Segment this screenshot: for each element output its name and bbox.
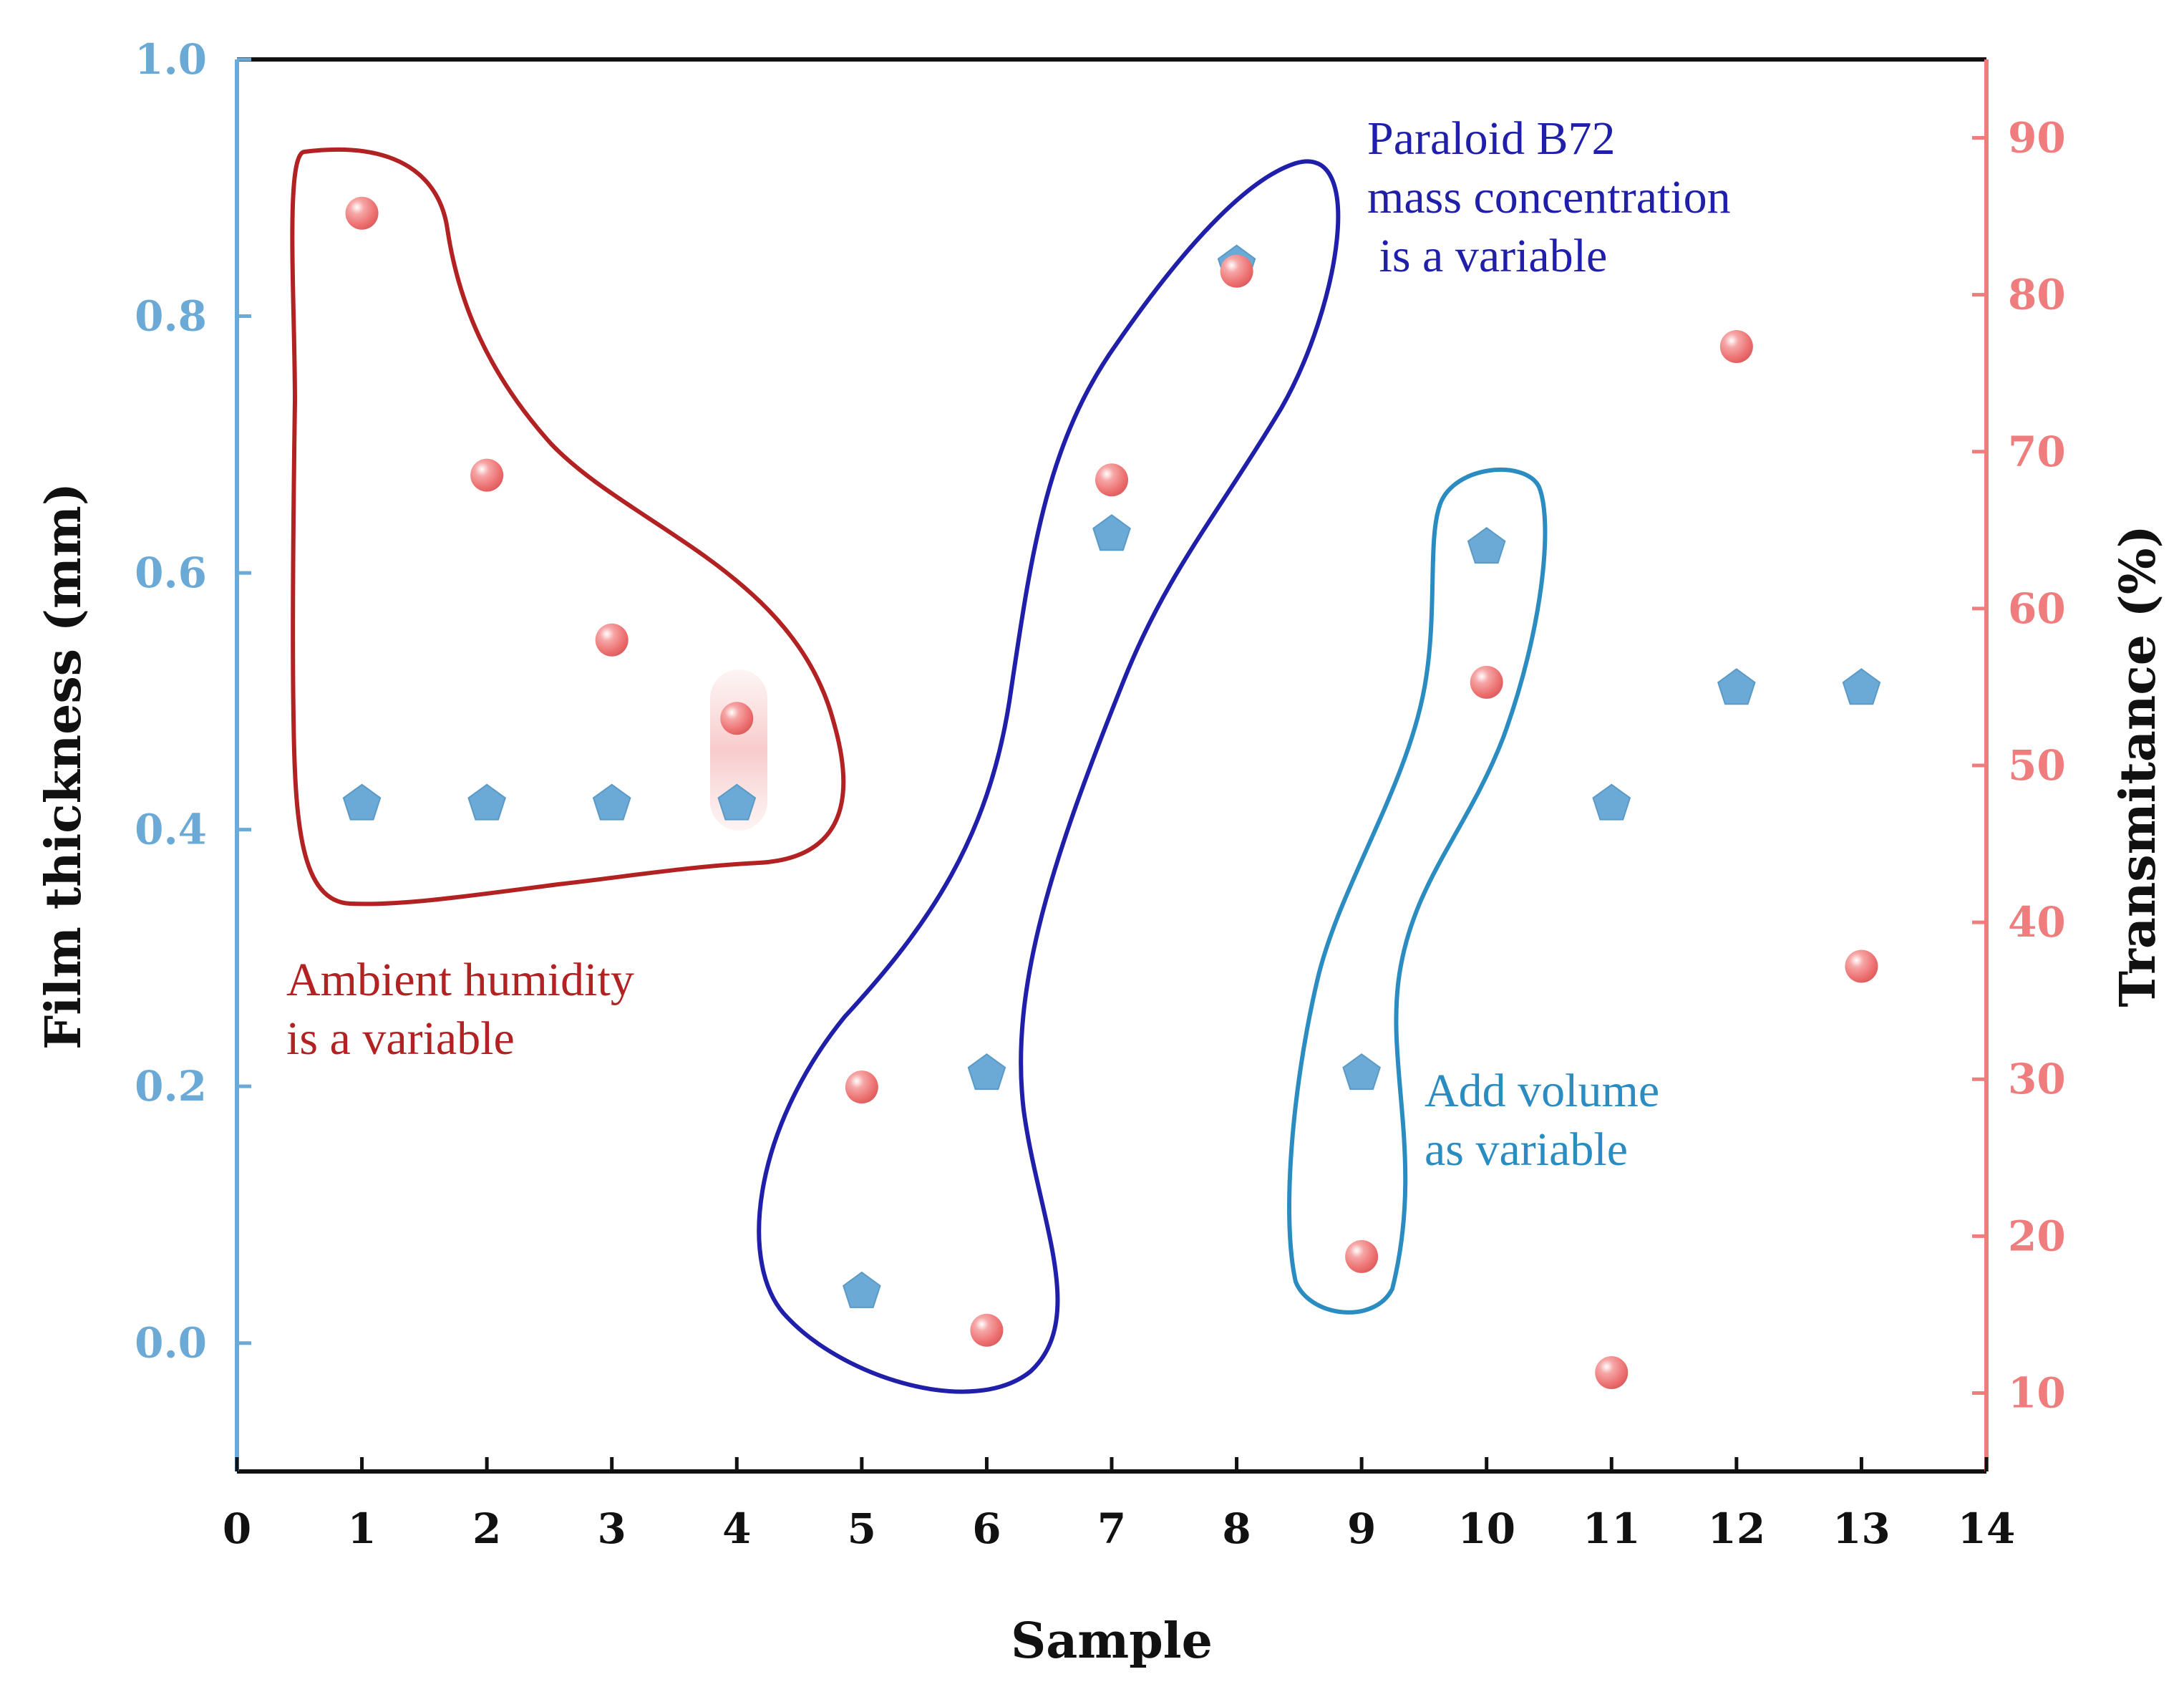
transmitance-point-10 <box>1470 665 1503 699</box>
y-left-tick-label: 0.4 <box>135 806 207 854</box>
annotation-humidity-line-1: Ambient humidity <box>286 954 634 1006</box>
y-right-axis-title: Transmitance (%) <box>2110 525 2167 1007</box>
thickness-point-9 <box>1342 1053 1381 1091</box>
x-tick-label: 10 <box>1457 1504 1515 1553</box>
x-tick-label: 7 <box>1097 1504 1126 1553</box>
x-tick-label: 14 <box>1958 1504 2016 1553</box>
x-tick-label: 11 <box>1583 1504 1641 1553</box>
annotation-paraloid-line-3: is a variable <box>1367 230 1607 282</box>
y-left-tick-label: 1.0 <box>135 35 207 84</box>
annotation-volume: Add volume as variable <box>1425 1065 1671 1176</box>
annotation-paraloid: Paraloid B72 mass concentration is a var… <box>1367 112 1742 282</box>
y-right-tick-label: 80 <box>2008 271 2066 319</box>
y-left-tick-label: 0.8 <box>135 292 207 341</box>
y-right-tick-label: 40 <box>2008 898 2066 947</box>
thickness-point-4 <box>717 783 757 821</box>
transmitance-point-1 <box>345 196 379 230</box>
thickness-point-5 <box>843 1271 881 1308</box>
annotation-humidity: Ambient humidity is a variable <box>286 954 646 1065</box>
y-right-tick-label: 50 <box>2008 741 2066 790</box>
y-right-tick-label: 20 <box>2008 1212 2066 1260</box>
group-humidity-outline <box>290 147 846 906</box>
y-left-tick-label: 0.2 <box>135 1062 207 1111</box>
thickness-point-2 <box>467 783 506 821</box>
thickness-point-1 <box>342 783 382 821</box>
y-left-tick-label: 0.0 <box>135 1319 207 1368</box>
transmitance-point-3 <box>595 623 628 657</box>
x-tick-label: 3 <box>598 1504 626 1553</box>
x-tick-label: 1 <box>347 1504 376 1553</box>
x-axis-title: Sample <box>1011 1613 1213 1670</box>
thickness-point-3 <box>592 783 631 821</box>
transmitance-point-11 <box>1595 1355 1629 1389</box>
annotation-volume-line-2: as variable <box>1425 1123 1628 1176</box>
annotation-paraloid-line-2: mass concentration <box>1367 171 1731 223</box>
group-volume-outline <box>1287 468 1548 1315</box>
thickness-point-7 <box>1092 514 1131 551</box>
transmitance-point-2 <box>470 458 504 492</box>
y-right-tick-label: 60 <box>2008 584 2066 633</box>
annotation-paraloid-line-1: Paraloid B72 <box>1367 112 1615 165</box>
x-tick-label: 2 <box>472 1504 501 1553</box>
x-tick-label: 4 <box>722 1504 751 1553</box>
transmitance-point-12 <box>1719 329 1753 363</box>
group-paraloid-outline <box>757 159 1341 1394</box>
y-right-tick-label: 10 <box>2008 1368 2066 1417</box>
x-tick-label: 9 <box>1347 1504 1376 1553</box>
y-right-tick-label: 30 <box>2008 1055 2066 1103</box>
transmitance-point-9 <box>1345 1239 1379 1273</box>
y-right-tick-label: 90 <box>2008 114 2066 163</box>
thickness-point-10 <box>1467 526 1506 564</box>
transmitance-point-7 <box>1095 463 1128 497</box>
transmitance-point-4 <box>720 702 754 735</box>
thickness-point-12 <box>1717 668 1756 705</box>
y-left-tick-label: 0.6 <box>135 548 207 597</box>
x-tick-label: 13 <box>1833 1504 1891 1553</box>
thickness-point-11 <box>1592 783 1631 821</box>
transmitance-point-8 <box>1220 254 1253 288</box>
transmitance-point-6 <box>970 1313 1004 1347</box>
thickness-point-6 <box>967 1053 1006 1091</box>
x-tick-label: 8 <box>1222 1504 1251 1553</box>
transmitance-point-5 <box>845 1070 878 1104</box>
y-right-tick-label: 70 <box>2008 427 2066 476</box>
annotation-volume-line-1: Add volume <box>1425 1065 1659 1117</box>
data-marks <box>342 196 1881 1389</box>
x-tick-label: 6 <box>972 1504 1001 1553</box>
x-tick-label: 5 <box>848 1504 876 1553</box>
x-tick-label: 12 <box>1707 1504 1765 1553</box>
thickness-point-13 <box>1842 668 1881 705</box>
transmitance-point-13 <box>1845 949 1878 983</box>
x-tick-label: 0 <box>223 1504 251 1553</box>
y-left-axis-title: Film thickness (mm) <box>35 483 92 1050</box>
axes: 0 1 2 3 4 5 6 7 8 9 10 11 12 13 140.00.20.40.60.81.010… <box>135 35 2066 1553</box>
annotation-humidity-line-2: is a variable <box>286 1012 515 1065</box>
